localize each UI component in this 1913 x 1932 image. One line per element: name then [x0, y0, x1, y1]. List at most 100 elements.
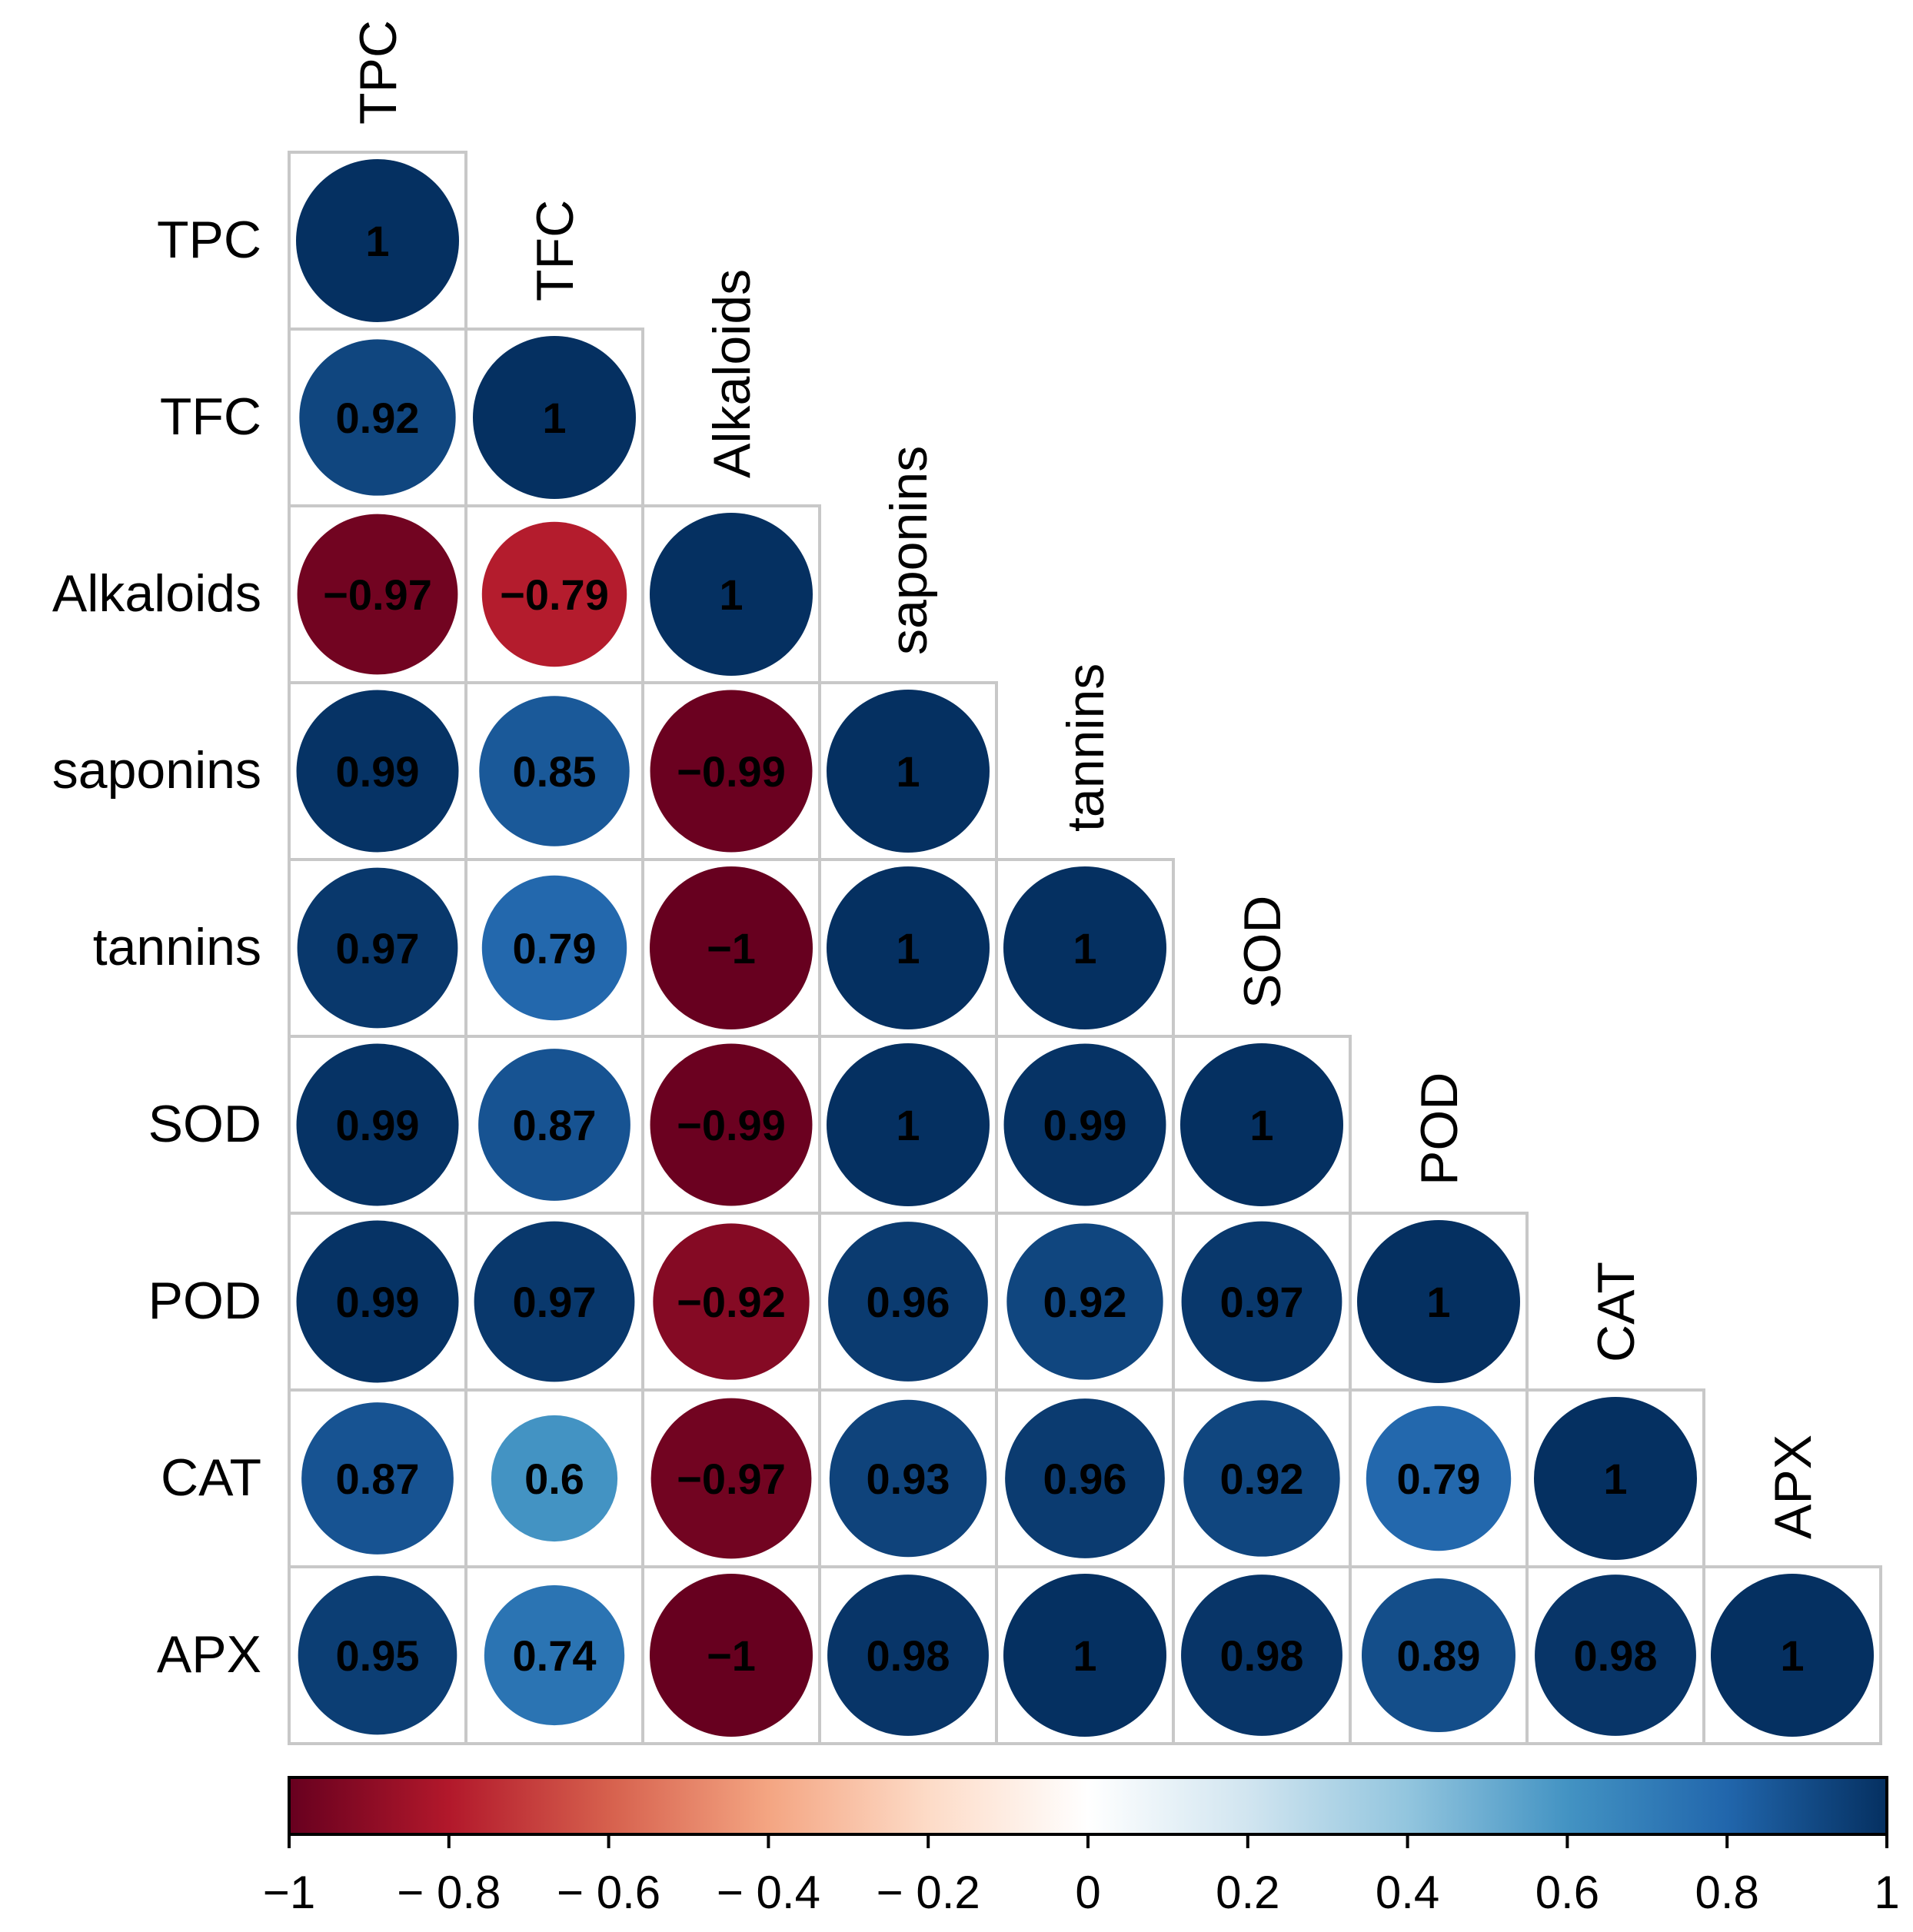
corr-circle-SOD-SOD: [1180, 1043, 1343, 1206]
row-label-TPC: TPC: [157, 211, 261, 269]
corr-circle-saponins-TFC: [479, 696, 630, 846]
row-label-POD: POD: [148, 1272, 261, 1330]
corr-circle-APX-CAT: [1535, 1575, 1696, 1736]
corr-value-CAT-TFC: 0.6: [524, 1455, 584, 1503]
corr-value-POD-Alkaloids: −0.92: [677, 1278, 786, 1326]
corr-value-CAT-CAT: 1: [1603, 1455, 1627, 1503]
corr-circle-saponins-Alkaloids: [650, 690, 813, 853]
corr-circle-tannins-Alkaloids: [650, 866, 813, 1029]
colorbar-tick-label-10: 1: [1874, 1867, 1899, 1918]
corr-value-TFC-TFC: 1: [542, 394, 566, 442]
row-label-Alkaloids: Alkaloids: [52, 564, 261, 623]
corr-circle-CAT-saponins: [829, 1399, 987, 1558]
corr-circle-POD-SOD: [1181, 1221, 1342, 1382]
corr-value-APX-saponins: 0.98: [867, 1631, 950, 1680]
corr-circle-SOD-Alkaloids: [650, 1043, 813, 1206]
corr-circle-POD-POD: [1357, 1220, 1520, 1383]
col-label-tannins: tannins: [1056, 663, 1115, 832]
corr-value-saponins-Alkaloids: −0.99: [677, 747, 786, 796]
corr-circle-POD-TPC: [296, 1220, 459, 1383]
corr-value-saponins-TFC: 0.85: [513, 747, 597, 796]
corr-value-APX-TFC: 0.74: [513, 1631, 597, 1680]
corr-value-CAT-Alkaloids: −0.97: [677, 1455, 786, 1503]
row-label-SOD: SOD: [148, 1095, 261, 1153]
corr-value-CAT-SOD: 0.92: [1220, 1455, 1304, 1503]
col-label-SOD: SOD: [1233, 896, 1292, 1009]
colorbar-tick-label-3: − 0.4: [717, 1867, 820, 1918]
corr-value-SOD-Alkaloids: −0.99: [677, 1101, 786, 1149]
colorbar: −1 − 0.8 − 0.6 − 0.4 − 0.2 0 0.2 0.4 0.6 0.8 1: [263, 1776, 1900, 1918]
corr-circle-saponins-TPC: [296, 690, 459, 853]
corr-circle-CAT-TPC: [301, 1402, 454, 1555]
corr-circle-Alkaloids-Alkaloids: [650, 513, 813, 676]
corr-circle-TFC-TPC: [299, 339, 456, 496]
label-layer: TPC TFC Alkaloids saponins tannins SOD POD CAT A…: [52, 20, 1822, 1684]
colorbar-tick-label-4: − 0.2: [877, 1867, 980, 1918]
corr-value-CAT-TPC: 0.87: [336, 1455, 420, 1503]
colorbar-tick-label-6: 0.2: [1216, 1867, 1279, 1918]
grid-layer: [288, 151, 1882, 1745]
corr-circle-APX-POD: [1361, 1578, 1516, 1733]
corr-circle-saponins-saponins: [827, 690, 990, 853]
value-layer: 1 0.92 1 −0.97 −0.79 1 0.99 0.85 −0.99 1 0.97 0.79 −…: [323, 217, 1804, 1680]
col-label-APX: APX: [1764, 1435, 1822, 1539]
corr-circle-SOD-saponins: [827, 1043, 990, 1206]
colorbar-gradient: [288, 1776, 1888, 1836]
col-label-POD: POD: [1410, 1072, 1469, 1185]
colorbar-tick-label-2: − 0.6: [557, 1867, 660, 1918]
corr-value-POD-SOD: 0.97: [1220, 1278, 1304, 1326]
corr-circle-CAT-tannins: [1005, 1398, 1165, 1558]
corr-value-TFC-TPC: 0.92: [336, 394, 420, 442]
corr-circle-Alkaloids-TPC: [297, 514, 458, 675]
row-label-TFC: TFC: [160, 387, 261, 446]
circle-layer: [296, 159, 1874, 1737]
colorbar-tick-label-9: 0.8: [1695, 1867, 1758, 1918]
col-label-Alkaloids: Alkaloids: [703, 269, 761, 478]
col-label-saponins: saponins: [880, 446, 938, 655]
corr-circle-CAT-Alkaloids: [650, 1398, 812, 1559]
colorbar-tick-label-7: 0.4: [1376, 1867, 1439, 1918]
corr-circle-APX-tannins: [1003, 1574, 1166, 1737]
corr-value-APX-tannins: 1: [1073, 1631, 1096, 1680]
corr-value-APX-SOD: 0.98: [1220, 1631, 1304, 1680]
colorbar-tick-label-5: 0: [1075, 1867, 1100, 1918]
corr-circle-APX-Alkaloids: [650, 1574, 813, 1737]
corr-value-CAT-tannins: 0.96: [1043, 1455, 1127, 1503]
corr-circle-CAT-POD: [1366, 1405, 1512, 1551]
row-label-saponins: saponins: [52, 741, 261, 800]
corr-circle-APX-saponins: [827, 1575, 989, 1736]
corr-circle-SOD-TFC: [478, 1049, 630, 1201]
corr-value-saponins-TPC: 0.99: [336, 747, 420, 796]
corr-value-SOD-SOD: 1: [1249, 1101, 1273, 1149]
corr-circle-APX-TFC: [484, 1585, 625, 1726]
corr-value-APX-Alkaloids: −1: [707, 1631, 756, 1680]
corr-circle-APX-APX: [1711, 1574, 1874, 1737]
corr-circle-SOD-tannins: [1003, 1043, 1166, 1206]
corr-circle-Alkaloids-TFC: [481, 521, 627, 667]
corr-value-saponins-saponins: 1: [896, 747, 920, 796]
corr-circle-POD-TFC: [474, 1221, 635, 1382]
corr-value-APX-POD: 0.89: [1397, 1631, 1481, 1680]
col-label-TFC: TFC: [526, 200, 584, 301]
grid-cell-APX-APX: [1702, 1565, 1882, 1745]
corr-circle-tannins-tannins: [1003, 866, 1166, 1029]
corr-circle-SOD-TPC: [296, 1043, 459, 1206]
corr-value-tannins-Alkaloids: −1: [707, 924, 756, 973]
col-label-TPC: TPC: [349, 20, 408, 125]
corr-value-Alkaloids-TFC: −0.79: [500, 570, 609, 619]
corr-circle-POD-Alkaloids: [653, 1223, 810, 1380]
corr-value-POD-tannins: 0.92: [1043, 1278, 1127, 1326]
corr-circle-POD-saponins: [828, 1222, 988, 1382]
corr-circle-POD-tannins: [1006, 1223, 1163, 1380]
corr-circle-tannins-saponins: [827, 866, 990, 1029]
row-label-tannins: tannins: [93, 918, 261, 976]
corr-circle-CAT-SOD: [1183, 1400, 1340, 1557]
corr-value-SOD-TPC: 0.99: [336, 1101, 420, 1149]
corr-circle-tannins-TPC: [297, 867, 458, 1029]
corr-value-tannins-tannins: 1: [1073, 924, 1096, 973]
corr-value-tannins-TPC: 0.97: [336, 924, 420, 973]
corr-value-POD-saponins: 0.96: [867, 1278, 950, 1326]
corr-value-POD-POD: 1: [1426, 1278, 1450, 1326]
corr-value-Alkaloids-Alkaloids: 1: [719, 570, 743, 619]
